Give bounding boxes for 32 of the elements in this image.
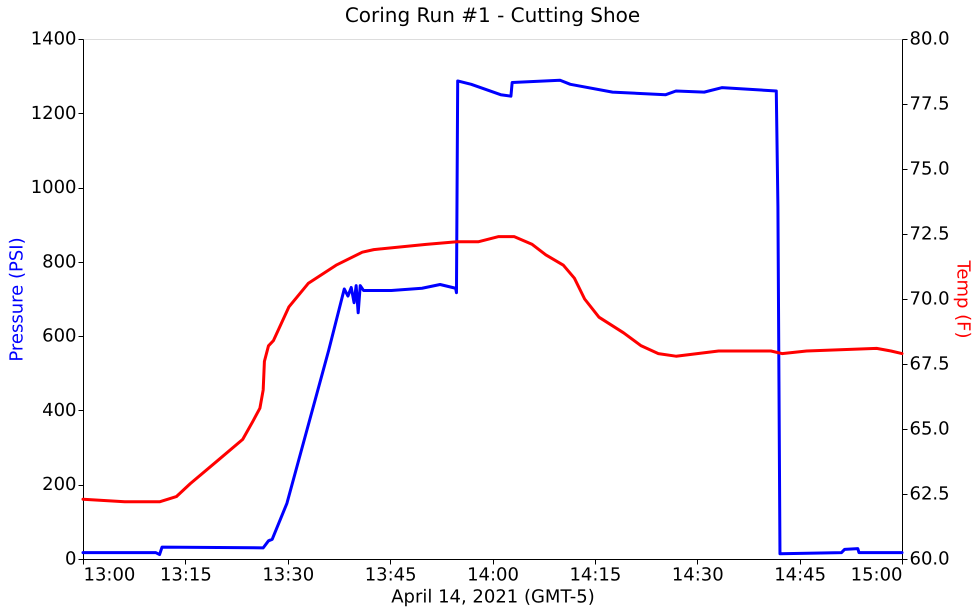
y2-axis-title: Temp (F): [952, 259, 974, 339]
y2-tick-label: 75.0: [910, 158, 950, 180]
y-tick-label: 800: [42, 251, 76, 272]
y-tick-label: 1200: [30, 102, 76, 124]
y-tick-label: 1000: [30, 177, 76, 198]
y-tick-label: 400: [42, 400, 76, 421]
y-tick-label: 0: [65, 548, 76, 570]
y-tick-label: 600: [42, 326, 76, 347]
y2-tick-label: 62.5: [910, 484, 950, 504]
y2-tick-label: 72.5: [910, 224, 950, 244]
line-series: [82, 78, 904, 556]
x-tick-label: 14:45: [774, 564, 826, 586]
y-axis-title: Pressure (PSI): [6, 237, 28, 362]
y2-tick-label: 67.5: [910, 354, 950, 374]
x-tick-label: 14:15: [569, 564, 622, 586]
x-axis-title: April 14, 2021 (GMT-5): [391, 586, 595, 608]
x-tick-label: 14:00: [467, 564, 519, 586]
y-tick-label: 1400: [30, 28, 76, 50]
x-tick-label: 15:00: [850, 564, 902, 586]
x-tick-label: 13:15: [160, 564, 212, 586]
x-tick-label: 13:45: [364, 564, 417, 586]
y2-tick-label: 80.0: [910, 28, 950, 50]
x-tick-label: 13:30: [262, 564, 314, 586]
line-series: [82, 235, 904, 504]
y-tick-label: 200: [42, 474, 76, 496]
x-tick-label: 13:00: [84, 564, 136, 586]
x-tick-label: 14:30: [672, 564, 724, 586]
y2-tick-label: 65.0: [910, 418, 950, 440]
chart-title: Coring Run #1 - Cutting Shoe: [344, 3, 640, 27]
y2-tick-label: 70.0: [910, 288, 950, 310]
y2-tick-label: 77.5: [910, 94, 950, 114]
y2-tick-label: 60.0: [910, 548, 950, 570]
